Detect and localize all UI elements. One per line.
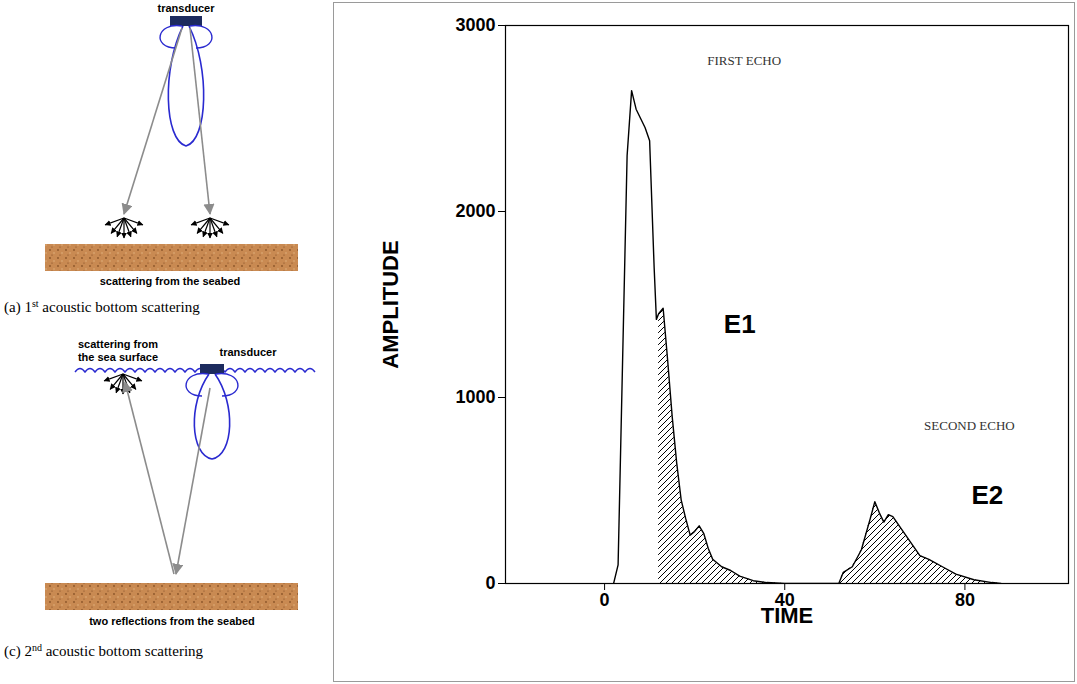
svg-text:TIME: TIME [761,603,814,628]
svg-text:E2: E2 [972,480,1004,510]
svg-text:SECOND ECHO: SECOND ECHO [924,418,1015,433]
svg-text:scattering from the seabed: scattering from the seabed [100,275,241,287]
svg-text:the sea surface: the sea surface [78,351,158,363]
svg-text:(a) 1st acoustic bottom scatte: (a) 1st acoustic bottom scattering [4,298,200,317]
svg-text:0: 0 [600,590,610,610]
svg-text:40: 40 [774,590,795,611]
svg-text:3000: 3000 [455,15,495,35]
svg-text:80: 80 [955,590,975,610]
svg-text:transducer: transducer [158,2,216,14]
svg-text:E1: E1 [724,309,756,339]
svg-text:transducer: transducer [220,346,278,358]
svg-text:FIRST ECHO: FIRST ECHO [707,53,781,68]
svg-text:0: 0 [485,573,495,593]
svg-text:scattering from: scattering from [78,338,158,350]
svg-text:(c) 2nd acoustic bottom scatte: (c) 2nd acoustic bottom scattering [4,642,204,661]
svg-text:two reflections from the seabe: two reflections from the seabed [89,615,255,627]
svg-text:2000: 2000 [455,201,495,221]
svg-text:AMPLITUDE: AMPLITUDE [378,240,403,368]
svg-text:1000: 1000 [455,387,495,407]
